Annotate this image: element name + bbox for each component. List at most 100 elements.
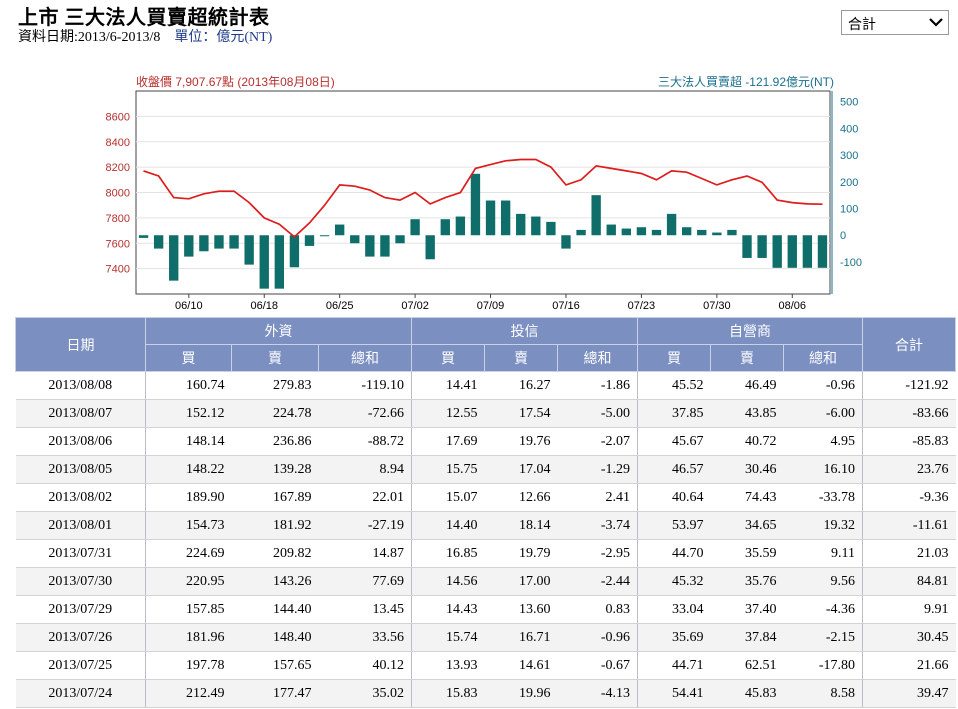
- x-tick-label: 07/09: [477, 300, 505, 310]
- value-cell: 54.41: [637, 679, 711, 708]
- value-cell: 19.32: [783, 511, 863, 540]
- value-cell: 22.01: [318, 483, 412, 512]
- net-buy-bar: [153, 235, 164, 249]
- net-buy-bar: [304, 235, 315, 246]
- net-buy-bar: [485, 200, 496, 236]
- left-tick-label: 8200: [106, 162, 130, 174]
- net-buy-bar: [229, 235, 239, 249]
- net-buy-bar: [727, 229, 737, 236]
- category-select[interactable]: 合計: [841, 10, 949, 35]
- net-buy-bar: [365, 235, 375, 257]
- value-cell: 157.85: [145, 595, 232, 624]
- net-buy-bar: [319, 235, 330, 237]
- value-cell: -1.86: [557, 371, 638, 400]
- table-row: 2013/08/05 148.22 139.28 8.94 15.75 17.04 -1.2…: [15, 455, 956, 484]
- sub-header: 買: [637, 344, 711, 372]
- value-cell: 167.89: [231, 483, 319, 512]
- net-buy-bar: [274, 235, 285, 289]
- value-cell: -2.44: [557, 567, 638, 596]
- date-cell: 2013/07/26: [15, 623, 146, 652]
- net-buy-label: 三大法人買賣超 -121.92億元(NT): [658, 74, 834, 89]
- x-tick-label: 06/18: [250, 300, 278, 310]
- value-cell: 16.10: [783, 455, 863, 484]
- table-row: 2013/07/26 181.96 148.40 33.56 15.74 16.71 -0.…: [15, 623, 956, 652]
- net-buy-bar: [666, 213, 677, 236]
- net-buy-bar: [787, 235, 797, 268]
- value-cell: 35.59: [710, 539, 784, 568]
- value-cell: 14.41: [411, 371, 485, 400]
- date-cell: 2013/08/02: [15, 483, 146, 512]
- value-cell: -27.19: [318, 511, 412, 540]
- value-cell: 15.07: [411, 483, 485, 512]
- table-row: 2013/07/25 197.78 157.65 40.12 13.93 14.61 -0.…: [15, 651, 956, 680]
- left-tick-label: 8000: [106, 188, 130, 200]
- right-tick-label: -100: [840, 257, 862, 269]
- net-buy-bar: [651, 229, 662, 236]
- value-cell: 45.83: [710, 679, 784, 708]
- value-cell: 44.70: [637, 539, 711, 568]
- value-cell: 177.47: [231, 679, 319, 708]
- value-cell: 4.95: [783, 427, 863, 456]
- value-cell: 40.64: [637, 483, 711, 512]
- value-cell: 14.40: [411, 511, 485, 540]
- net-buy-bar: [546, 221, 556, 236]
- value-cell: 16.71: [484, 623, 558, 652]
- value-cell: 181.92: [231, 511, 319, 540]
- net-buy-bar: [636, 227, 647, 236]
- net-buy-bar: [138, 235, 149, 238]
- x-tick-label: 08/06: [779, 300, 807, 310]
- value-cell: 45.32: [637, 567, 711, 596]
- left-tick-label: 7800: [106, 213, 130, 225]
- value-cell: 13.45: [318, 595, 412, 624]
- value-cell: 12.55: [411, 399, 485, 428]
- value-cell: 17.04: [484, 455, 558, 484]
- value-cell: 148.22: [145, 455, 232, 484]
- date-cell: 2013/08/01: [15, 511, 146, 540]
- net-buy-bar: [802, 235, 813, 268]
- value-cell: 13.60: [484, 595, 558, 624]
- right-tick-label: 500: [840, 97, 858, 109]
- value-cell: -33.78: [783, 483, 863, 512]
- value-cell: -1.29: [557, 455, 638, 484]
- value-cell: -4.36: [783, 595, 863, 624]
- value-cell: 160.74: [145, 371, 232, 400]
- group-header-dealer: 自營商: [637, 317, 863, 345]
- total-cell: -85.83: [862, 427, 956, 456]
- date-cell: 2013/07/24: [15, 679, 146, 708]
- sub-header: 總和: [557, 344, 638, 372]
- value-cell: 14.87: [318, 539, 412, 568]
- value-cell: -17.80: [783, 651, 863, 680]
- value-cell: 8.94: [318, 455, 412, 484]
- net-buy-bar: [591, 195, 601, 236]
- sub-header: 總和: [318, 344, 412, 372]
- value-cell: 19.96: [484, 679, 558, 708]
- value-cell: 144.40: [231, 595, 319, 624]
- net-buy-bar: [455, 216, 466, 236]
- value-cell: 35.02: [318, 679, 412, 708]
- net-buy-bar: [425, 235, 435, 260]
- sub-header: 買: [145, 344, 232, 372]
- value-cell: 15.83: [411, 679, 485, 708]
- value-cell: -6.00: [783, 399, 863, 428]
- value-cell: 53.97: [637, 511, 711, 540]
- date-cell: 2013/08/06: [15, 427, 146, 456]
- value-cell: 46.49: [710, 371, 784, 400]
- net-buy-bar: [742, 235, 752, 258]
- sub-header: 賣: [484, 344, 558, 372]
- value-cell: -2.15: [783, 623, 863, 652]
- value-cell: 19.76: [484, 427, 558, 456]
- value-cell: -72.66: [318, 399, 412, 428]
- value-cell: 9.11: [783, 539, 863, 568]
- value-cell: -0.67: [557, 651, 638, 680]
- right-tick-label: 200: [840, 177, 858, 189]
- value-cell: 17.54: [484, 399, 558, 428]
- value-cell: 13.93: [411, 651, 485, 680]
- table-row: 2013/07/29 157.85 144.40 13.45 14.43 13.60 0.8…: [15, 595, 956, 624]
- value-cell: 18.14: [484, 511, 558, 540]
- net-buy-bar: [259, 235, 269, 289]
- value-cell: -0.96: [557, 623, 638, 652]
- total-cell: -9.36: [862, 483, 956, 512]
- sub-header: 總和: [783, 344, 863, 372]
- page-title: 上市 三大法人買賣超統計表: [18, 7, 270, 29]
- value-cell: 8.58: [783, 679, 863, 708]
